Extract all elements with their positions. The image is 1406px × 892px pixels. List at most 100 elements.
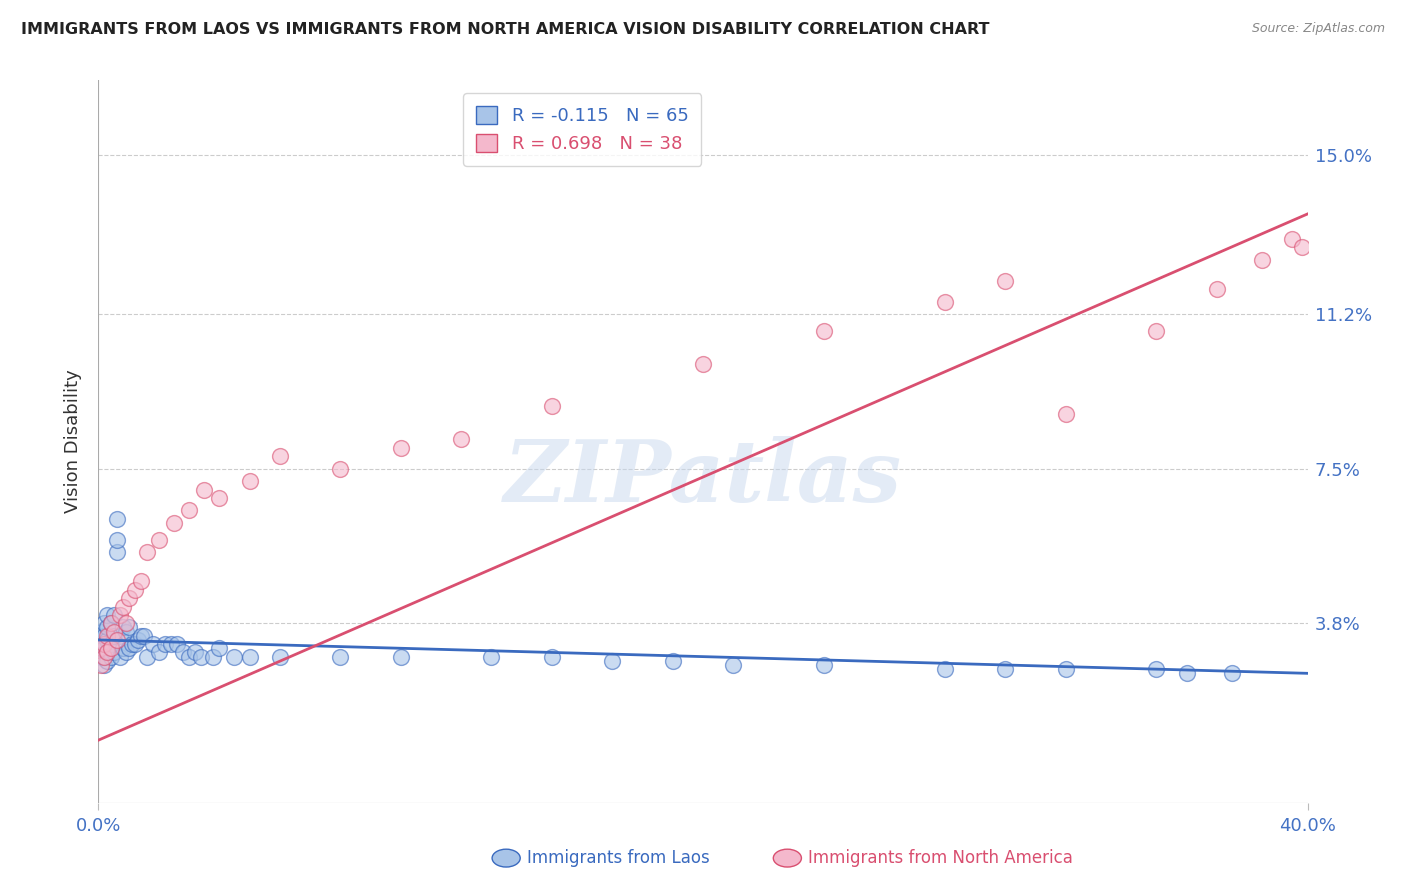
Point bbox=[100, 616, 122, 631]
Point bbox=[389, 649, 412, 664]
Point bbox=[1251, 252, 1274, 267]
Point bbox=[934, 662, 956, 676]
Point bbox=[163, 516, 186, 530]
Point bbox=[103, 629, 125, 643]
Point bbox=[224, 649, 246, 664]
Point bbox=[208, 491, 231, 505]
Point bbox=[190, 649, 212, 664]
Point bbox=[96, 607, 118, 622]
Point bbox=[269, 449, 291, 463]
Point bbox=[329, 649, 352, 664]
Point bbox=[602, 654, 624, 668]
Point bbox=[329, 461, 352, 475]
Point bbox=[103, 607, 125, 622]
Point bbox=[1054, 662, 1077, 676]
Point bbox=[813, 657, 835, 672]
Point bbox=[179, 503, 201, 517]
Point bbox=[129, 574, 152, 589]
Point bbox=[90, 657, 112, 672]
Point bbox=[90, 649, 112, 664]
Point bbox=[90, 641, 112, 656]
Point bbox=[108, 649, 131, 664]
Point bbox=[208, 641, 231, 656]
Point bbox=[121, 637, 143, 651]
Point bbox=[1144, 324, 1167, 338]
Point bbox=[540, 649, 562, 664]
Point bbox=[96, 645, 118, 659]
Point bbox=[193, 483, 215, 497]
Text: Source: ZipAtlas.com: Source: ZipAtlas.com bbox=[1251, 22, 1385, 36]
Legend: R = -0.115   N = 65, R = 0.698   N = 38: R = -0.115 N = 65, R = 0.698 N = 38 bbox=[463, 93, 702, 166]
Point bbox=[239, 474, 262, 488]
Point bbox=[96, 620, 118, 634]
Point bbox=[135, 649, 157, 664]
Point bbox=[166, 637, 188, 651]
Point bbox=[1206, 282, 1229, 296]
Point bbox=[661, 654, 683, 668]
Point bbox=[692, 357, 714, 371]
Point bbox=[96, 645, 118, 659]
Point bbox=[184, 645, 207, 659]
Point bbox=[105, 533, 128, 547]
Point bbox=[269, 649, 291, 664]
Point bbox=[90, 624, 112, 639]
Point bbox=[114, 645, 136, 659]
Point bbox=[450, 433, 472, 447]
Point bbox=[90, 641, 112, 656]
Point bbox=[1144, 662, 1167, 676]
Point bbox=[239, 649, 262, 664]
Point bbox=[108, 607, 131, 622]
Point bbox=[153, 637, 176, 651]
Point bbox=[172, 645, 194, 659]
Point bbox=[1291, 240, 1313, 254]
Point bbox=[103, 624, 125, 639]
Point bbox=[389, 441, 412, 455]
Point bbox=[934, 294, 956, 309]
Text: Immigrants from North America: Immigrants from North America bbox=[808, 849, 1073, 867]
Point bbox=[124, 582, 146, 597]
Point bbox=[111, 641, 134, 656]
Point bbox=[124, 637, 146, 651]
Point bbox=[90, 632, 112, 647]
Point bbox=[105, 512, 128, 526]
Point bbox=[100, 649, 122, 664]
Point bbox=[127, 632, 149, 647]
Text: IMMIGRANTS FROM LAOS VS IMMIGRANTS FROM NORTH AMERICA VISION DISABILITY CORRELAT: IMMIGRANTS FROM LAOS VS IMMIGRANTS FROM … bbox=[21, 22, 990, 37]
Point bbox=[202, 649, 225, 664]
Point bbox=[148, 645, 170, 659]
Point bbox=[100, 641, 122, 656]
Point bbox=[96, 629, 118, 643]
Point bbox=[105, 545, 128, 559]
Point bbox=[1175, 666, 1198, 681]
Point bbox=[96, 654, 118, 668]
Point bbox=[93, 641, 115, 656]
Point bbox=[105, 632, 128, 647]
Point bbox=[132, 629, 155, 643]
Point bbox=[114, 624, 136, 639]
Text: Immigrants from Laos: Immigrants from Laos bbox=[527, 849, 710, 867]
Point bbox=[540, 399, 562, 413]
Point bbox=[723, 657, 745, 672]
Point bbox=[1220, 666, 1243, 681]
Point bbox=[93, 616, 115, 631]
Point bbox=[1281, 232, 1303, 246]
Point bbox=[1054, 408, 1077, 422]
Point bbox=[111, 599, 134, 614]
Point bbox=[129, 629, 152, 643]
Point bbox=[813, 324, 835, 338]
Point bbox=[111, 620, 134, 634]
Point bbox=[994, 662, 1017, 676]
Point bbox=[160, 637, 183, 651]
Point bbox=[100, 616, 122, 631]
Point bbox=[118, 620, 141, 634]
Point bbox=[142, 637, 165, 651]
Point bbox=[135, 545, 157, 559]
Y-axis label: Vision Disability: Vision Disability bbox=[63, 369, 82, 514]
Point bbox=[93, 649, 115, 664]
Point bbox=[114, 616, 136, 631]
Point bbox=[148, 533, 170, 547]
Point bbox=[93, 637, 115, 651]
Point bbox=[179, 649, 201, 664]
Point bbox=[481, 649, 503, 664]
Point bbox=[994, 274, 1017, 288]
